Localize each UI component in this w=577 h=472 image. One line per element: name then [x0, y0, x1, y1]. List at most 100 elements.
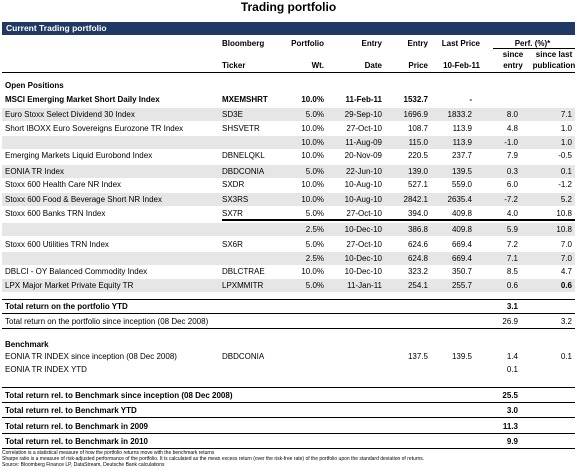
position-since-entry: 4.0 — [506, 209, 518, 218]
position-name: Stoxx 600 Food & Beverage Short NR Index — [5, 195, 162, 204]
position-name: Stoxx 600 Banks TRN Index — [5, 209, 106, 218]
position-ticker: DBNELQKL — [222, 151, 265, 160]
position-since-entry: 8.5 — [506, 267, 518, 276]
position-entry: 115.0 — [408, 138, 428, 147]
position-wt: 10.0% — [301, 124, 324, 133]
rel-value-2: 11.3 — [502, 422, 518, 431]
row-band — [2, 223, 575, 236]
benchmark-row1-ticker: DBDCONIA — [222, 352, 265, 361]
position-entry: 2842.1 — [403, 195, 428, 204]
benchmark-row1-name: EONIA TR INDEX since inception (08 Dec 2… — [5, 352, 177, 361]
position-ticker: SX6R — [222, 240, 243, 249]
totals-rule-top — [2, 299, 575, 300]
position-ticker: SXDR — [222, 180, 245, 189]
position-name: Euro Stoxx Select Dividend 30 Index — [5, 110, 135, 119]
rel-rule-4 — [2, 448, 575, 449]
position-last: 113.9 — [452, 138, 472, 147]
position-name: MSCI Emerging Market Short Daily Index — [5, 95, 160, 104]
position-wt: 2.5% — [305, 254, 324, 263]
position-last: 139.5 — [451, 167, 472, 176]
position-wt: 5.0% — [305, 110, 324, 119]
position-ticker: MXEMSHRT — [222, 95, 268, 104]
position-last: - — [469, 95, 472, 104]
position-since-entry: 0.6 — [506, 281, 518, 290]
total-inception-label: Total return on the portfolio since ince… — [5, 317, 209, 326]
position-wt: 10.0% — [301, 180, 324, 189]
position-since-pub: 4.7 — [560, 267, 572, 276]
position-date: 22-Jun-10 — [345, 167, 382, 176]
position-since-entry: 7.1 — [506, 254, 518, 263]
position-last: 1833.2 — [447, 110, 472, 119]
position-entry: 386.8 — [407, 225, 428, 234]
position-entry: 394.0 — [407, 209, 428, 218]
position-name: Short IBOXX Euro Sovereigns Eurozone TR … — [5, 124, 184, 133]
position-wt: 10.0% — [301, 267, 324, 276]
position-name: Emerging Markets Liquid Eurobond Index — [5, 151, 153, 160]
position-since-pub: 7.1 — [560, 110, 572, 119]
benchmark-row1-entry: 137.5 — [407, 352, 428, 361]
row-band — [2, 165, 575, 178]
position-date: 11-Jan-11 — [347, 281, 382, 290]
benchmark-row1-since-pub: 0.1 — [560, 352, 572, 361]
header-entry: Entry — [361, 39, 382, 48]
position-entry: 1532.7 — [403, 95, 428, 104]
perf-underline — [493, 48, 575, 49]
position-ticker: SX3RS — [222, 195, 249, 204]
position-last: 350.7 — [451, 267, 472, 276]
position-entry: 139.0 — [407, 167, 428, 176]
position-since-pub: 0.1 — [560, 167, 572, 176]
position-since-pub: 7.0 — [560, 254, 572, 263]
header-since-entry-1: since — [502, 50, 524, 59]
page-title: Trading portfolio — [240, 0, 337, 14]
position-date: 10-Aug-10 — [344, 195, 382, 204]
position-entry: 1696.9 — [403, 110, 428, 119]
position-since-entry: 4.8 — [506, 124, 518, 133]
position-entry: 323.2 — [407, 267, 428, 276]
position-ticker: LPXMMITR — [222, 281, 264, 290]
header-entry-price-2: Price — [408, 61, 428, 70]
header-last-date: 10-Feb-11 — [443, 61, 480, 70]
position-wt: 5.0% — [305, 281, 324, 290]
position-since-pub: 10.8 — [556, 209, 572, 218]
position-date: 10-Aug-10 — [344, 180, 382, 189]
position-last: 409.8 — [451, 225, 472, 234]
position-entry: 624.6 — [407, 240, 428, 249]
position-since-entry: -7.2 — [504, 195, 518, 204]
position-since-pub: -0.5 — [558, 151, 572, 160]
position-date: 27-Oct-10 — [346, 209, 382, 218]
benchmark-row1-since-entry: 1.4 — [506, 352, 518, 361]
rel-value-1: 3.0 — [506, 406, 518, 415]
row-band — [2, 252, 575, 265]
position-since-entry: 8.0 — [506, 110, 518, 119]
header-since-pub-2: publication — [532, 61, 576, 70]
rel-label-2: Total return rel. to Benchmark in 2009 — [5, 422, 149, 431]
position-last: 237.7 — [451, 151, 472, 160]
rel-label-1: Total return rel. to Benchmark YTD — [5, 406, 137, 415]
position-since-pub: 7.0 — [560, 240, 572, 249]
position-wt: 5.0% — [305, 240, 324, 249]
position-since-entry: 5.9 — [506, 225, 518, 234]
header-ticker: Ticker — [222, 61, 246, 70]
position-date: 10-Dec-10 — [344, 254, 382, 263]
footnote-correlation: Correlation is a statistical measure of … — [2, 450, 215, 456]
section-header-current: Current Trading portfolio — [2, 22, 575, 35]
position-last: 255.7 — [451, 281, 472, 290]
position-since-pub: 1.0 — [560, 138, 572, 147]
position-last: 2635.4 — [447, 195, 472, 204]
position-since-pub: 10.8 — [556, 225, 572, 234]
position-entry: 527.1 — [407, 180, 428, 189]
position-name: Stoxx 600 Utilities TRN Index — [5, 240, 109, 249]
position-since-pub: 1.0 — [560, 124, 572, 133]
position-name: LPX Major Market Private Equity TR — [5, 281, 134, 290]
total-ytd-value: 3.1 — [506, 302, 518, 311]
row-band — [2, 108, 575, 121]
header-entry-price-1: Entry — [407, 39, 428, 48]
position-last: 559.0 — [451, 180, 472, 189]
position-since-pub: -1.2 — [558, 180, 572, 189]
position-since-entry: 6.0 — [506, 180, 518, 189]
position-name: DBLCI - OY Balanced Commodity Index — [5, 267, 148, 276]
header-bloomberg: Bloomberg — [222, 39, 265, 48]
rel-value-3: 9.9 — [506, 437, 518, 446]
position-date: 20-Nov-09 — [344, 151, 382, 160]
totals-rule-bottom — [2, 328, 575, 329]
